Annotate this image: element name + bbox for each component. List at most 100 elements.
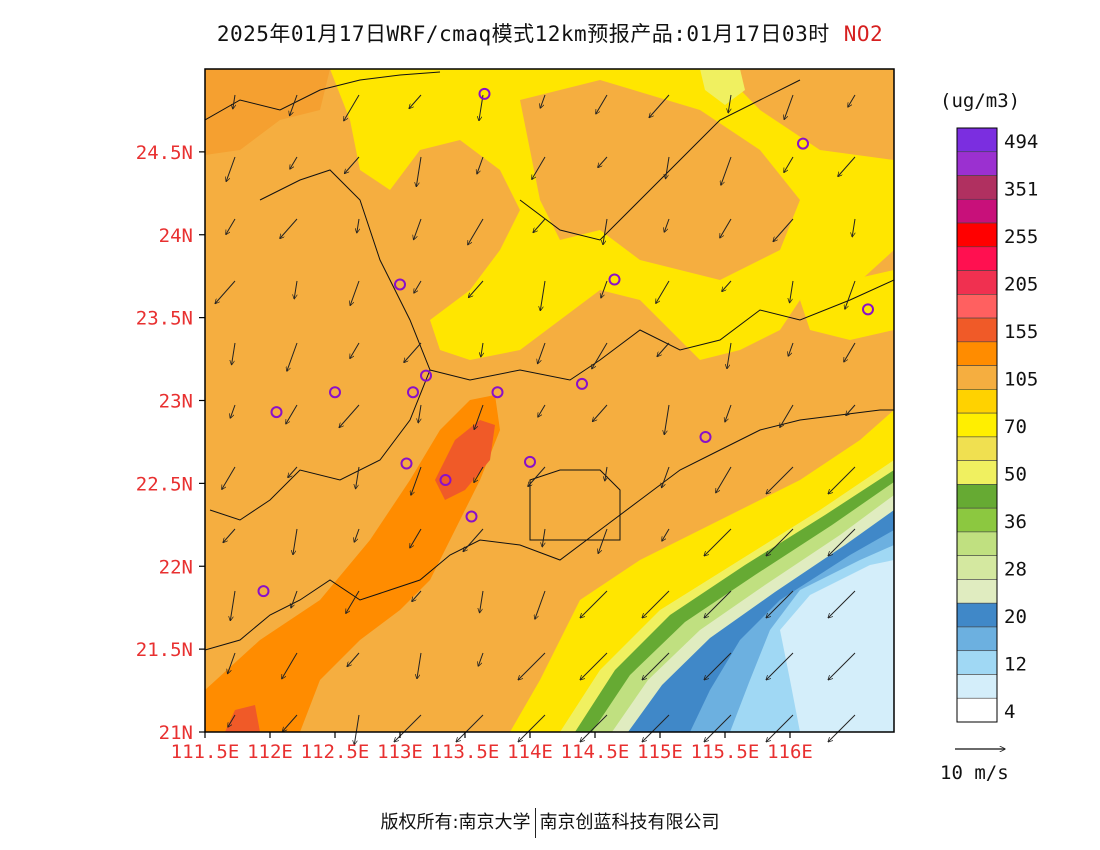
wind-arrow xyxy=(412,590,422,602)
coastline xyxy=(205,409,894,651)
colorbar-segment xyxy=(956,175,998,200)
colorbar-segment xyxy=(956,341,998,366)
wind-arrow xyxy=(290,94,298,116)
station-marker xyxy=(329,386,341,399)
wind-arrow xyxy=(226,218,236,234)
wind-arrow xyxy=(844,342,856,362)
wind-arrow xyxy=(845,280,856,309)
wind-arrow xyxy=(728,94,732,113)
colorbar-label: 155 xyxy=(1004,321,1038,343)
wind-arrow xyxy=(463,528,484,552)
wind-arrow xyxy=(533,218,546,233)
province-boundary-1 xyxy=(209,169,431,521)
station-marker xyxy=(699,430,712,443)
lon-tick-label: 116E xyxy=(767,741,813,763)
colorbar-segment xyxy=(956,365,998,390)
map-title: 2025年01月17日WRF/cmaq模式12km预报产品:01月17日03时 N… xyxy=(0,18,1100,48)
colorbar-segment xyxy=(956,460,998,485)
wind-arrow xyxy=(766,590,794,618)
wind-arrow xyxy=(339,404,360,428)
wind-arrow xyxy=(727,342,732,369)
wind-arrow xyxy=(656,280,670,303)
colorbar-segment xyxy=(956,579,998,604)
wind-arrow xyxy=(286,404,298,424)
wind-arrow xyxy=(664,404,670,435)
colorbar-segment xyxy=(956,436,998,461)
wind-arrow xyxy=(481,342,483,357)
wind-arrow xyxy=(228,714,236,727)
lon-tick-label: 114.5E xyxy=(561,741,630,763)
wind-arrow xyxy=(468,218,484,245)
wind-arrow xyxy=(540,94,546,108)
station-marker xyxy=(576,377,588,390)
wind-arrow xyxy=(404,342,422,363)
wind-arrow xyxy=(852,218,856,237)
wind-arrow xyxy=(538,404,546,417)
colorbar-label: 494 xyxy=(1004,131,1038,153)
wind-arrow xyxy=(828,466,856,494)
colorbar-segment xyxy=(956,602,998,628)
monitoring-stations xyxy=(257,87,874,598)
title-species: NO2 xyxy=(843,22,884,46)
wind-arrow xyxy=(535,590,546,619)
wind-arrow xyxy=(294,280,298,299)
colorbar-segment xyxy=(956,317,998,343)
lon-tick-label: 113.5E xyxy=(431,741,500,763)
wind-arrow xyxy=(357,218,359,233)
wind-arrow xyxy=(350,280,360,305)
colorbar-segment xyxy=(956,246,998,271)
colorbar-label: 70 xyxy=(1004,416,1027,438)
station-marker xyxy=(608,273,621,286)
wind-arrow xyxy=(642,714,670,742)
wind-arrow xyxy=(410,528,422,548)
wind-arrow xyxy=(477,156,484,174)
wind-arrow xyxy=(416,156,422,187)
wind-arrow xyxy=(480,590,484,613)
lat-tick-label: 21.5N xyxy=(136,639,193,661)
colorbar-label: 28 xyxy=(1004,558,1027,580)
wind-arrow xyxy=(474,466,484,482)
wind-arrow xyxy=(394,714,422,742)
wind-arrow xyxy=(788,342,794,356)
wind-arrow xyxy=(704,590,732,618)
lon-tick-label: 113E xyxy=(377,741,423,763)
wind-arrow xyxy=(346,590,360,613)
wind-arrow xyxy=(293,528,298,555)
lat-tick-label: 24N xyxy=(159,225,193,247)
colorbar-segment xyxy=(956,555,998,580)
wind-arrow xyxy=(704,652,732,680)
concentration-field xyxy=(205,69,894,732)
wind-arrow xyxy=(784,156,794,172)
wind-arrow xyxy=(662,466,670,488)
wind-arrow xyxy=(528,466,546,487)
colorbar-segment xyxy=(956,198,998,224)
colorbar-segment xyxy=(956,270,998,295)
lat-tick-label: 21N xyxy=(159,722,193,744)
station-marker xyxy=(465,510,478,523)
station-marker xyxy=(478,87,491,100)
colorbar-label: 105 xyxy=(1004,368,1038,390)
wind-arrow xyxy=(592,342,608,369)
wind-arrow xyxy=(592,404,608,422)
longitude-axis: 111.5E 112E 112.5E 113E 113.5E 114E 114.5E 115E… xyxy=(171,732,813,763)
wind-arrow xyxy=(409,94,422,109)
colorbar-unit: (ug/m3) xyxy=(940,90,1021,112)
wind-arrow xyxy=(649,94,670,118)
colorbar-segment xyxy=(956,674,998,699)
wind-arrow xyxy=(344,156,360,174)
wind-arrow xyxy=(784,94,794,119)
wind-arrow xyxy=(411,466,422,495)
lon-tick-label: 115E xyxy=(637,741,683,763)
wind-arrow xyxy=(598,528,608,553)
lat-tick-label: 22.5N xyxy=(136,473,193,495)
hongkong-box xyxy=(529,469,621,541)
station-marker xyxy=(420,369,432,382)
wind-arrow xyxy=(532,156,546,179)
colorbar-segment xyxy=(956,222,998,248)
footer-left: 版权所有:南京大学 xyxy=(380,812,531,833)
colorbar-frame xyxy=(956,127,998,723)
field-paleblue-sea xyxy=(780,560,894,732)
wind-arrow xyxy=(846,404,856,416)
wind-arrow xyxy=(414,280,422,293)
colorbar-label: 36 xyxy=(1004,511,1027,533)
